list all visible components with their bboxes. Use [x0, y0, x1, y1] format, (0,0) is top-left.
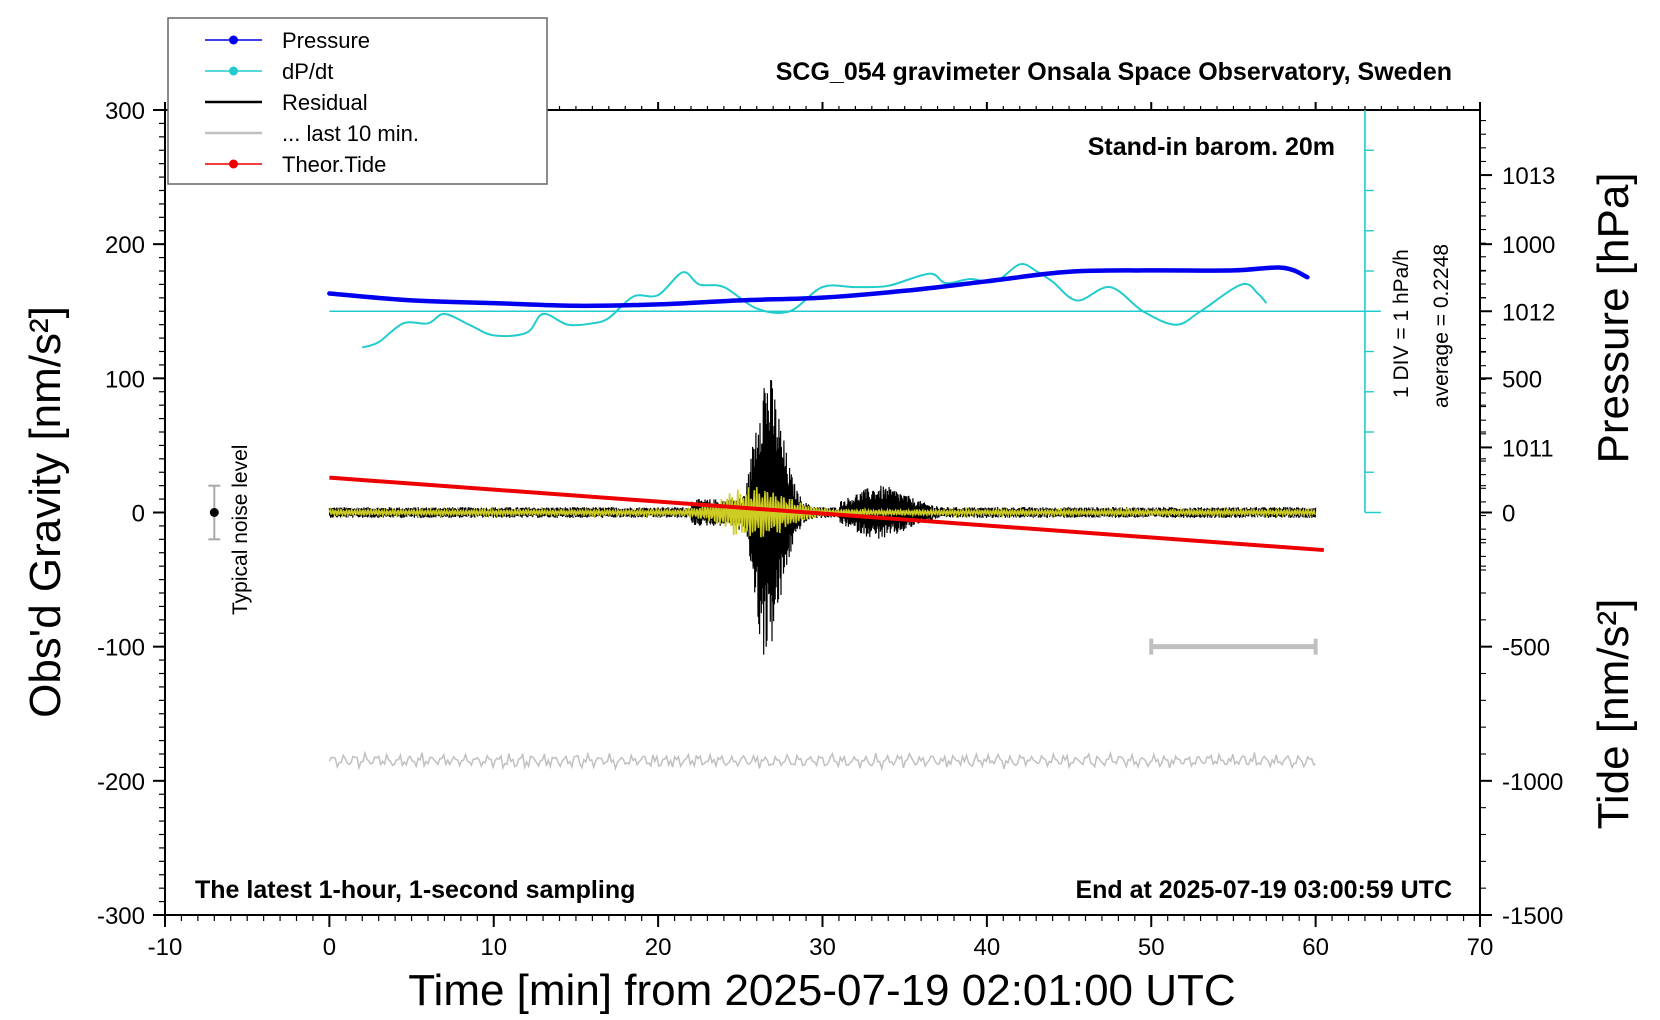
series-layer [327, 262, 1365, 772]
legend-label: dP/dt [282, 59, 333, 84]
tide-tick-label: -1000 [1502, 769, 1563, 796]
y-tick-label: 0 [132, 501, 145, 528]
pressure-tick-label: 1011 [1502, 435, 1554, 462]
tide-axis-ticks: 1000 500 0 -500 -1000 -1500 [1480, 232, 1563, 930]
x-tick-label: -10 [148, 934, 183, 961]
tide-tick-label: 500 [1502, 366, 1542, 393]
legend-marker [229, 35, 238, 45]
pressure-axis-ticks: 1013 1012 1011 [1480, 120, 1555, 571]
dpdt-scale-axis [1364, 110, 1381, 514]
legend-marker [229, 66, 238, 76]
legend-label: Theor.Tide [282, 152, 386, 177]
legend-label: Residual [282, 90, 368, 115]
ten-minute-bar [1149, 638, 1318, 655]
y-tick-label: 200 [105, 232, 145, 259]
chart-subtitle: Stand-in barom. 20m [1088, 133, 1335, 161]
tide-tick-label: 0 [1502, 501, 1515, 528]
x-tick-label: 60 [1302, 934, 1329, 961]
legend: Pressure dP/dt Residual ... last 10 min. The… [205, 28, 419, 177]
tide-tick-label: -1500 [1502, 903, 1563, 930]
tide-axis-title: Tide [nm/s²] [1589, 599, 1638, 830]
chart-title: SCG_054 gravimeter Onsala Space Observat… [776, 58, 1452, 86]
x-tick-label: 20 [645, 934, 672, 961]
pressure-axis-title: Pressure [hPa] [1589, 172, 1638, 463]
x-axis-ticks: -10 0 10 20 30 40 50 60 70 [148, 102, 1494, 961]
sampling-note: The latest 1-hour, 1-second sampling [195, 876, 635, 904]
legend-label: Pressure [282, 28, 370, 53]
residual-filtered-series-line [328, 486, 1317, 538]
residual-series-line [328, 379, 1317, 655]
y-tick-label: 300 [105, 98, 145, 125]
noise-point [209, 508, 219, 517]
theoretical-tide-series-line [329, 475, 1324, 553]
legend-marker [229, 159, 238, 169]
noise-level-label: Typical noise level [229, 445, 252, 615]
noise-level-marker [208, 484, 221, 541]
last-ten-minutes-series-line [328, 750, 1316, 772]
y-tick-label: 100 [105, 366, 145, 393]
x-axis-title: Time [min] from 2025-07-19 02:01:00 UTC [408, 966, 1235, 1015]
x-tick-label: 10 [480, 934, 507, 961]
x-tick-label: 30 [809, 934, 836, 961]
pressure-tick-label: 1012 [1502, 299, 1555, 326]
y-tick-label: -100 [97, 635, 145, 662]
pressure-series-line [327, 265, 1310, 309]
dpdt-series-line [361, 262, 1268, 349]
x-tick-label: 50 [1138, 934, 1165, 961]
tide-tick-label: 1000 [1502, 232, 1555, 259]
end-time-note: End at 2025-07-19 03:00:59 UTC [1075, 876, 1452, 904]
y-tick-label: -300 [97, 903, 145, 930]
x-tick-label: 70 [1467, 934, 1494, 961]
y-tick-label: -200 [97, 769, 145, 796]
x-tick-label: 0 [323, 934, 336, 961]
dpdt-average-label: average = 0.2248 [1430, 244, 1453, 408]
x-tick-label: 40 [974, 934, 1001, 961]
legend-label: ... last 10 min. [282, 121, 419, 146]
y-axis-title-left: Obs'd Gravity [nm/s²] [21, 306, 70, 718]
tide-tick-label: -500 [1502, 635, 1550, 662]
y-axis-ticks: 300 200 100 0 -100 -200 -300 [97, 98, 165, 930]
pressure-tick-label: 1013 [1502, 163, 1555, 190]
dpdt-scale-label: 1 DIV = 1 hPa/h [1390, 249, 1413, 398]
